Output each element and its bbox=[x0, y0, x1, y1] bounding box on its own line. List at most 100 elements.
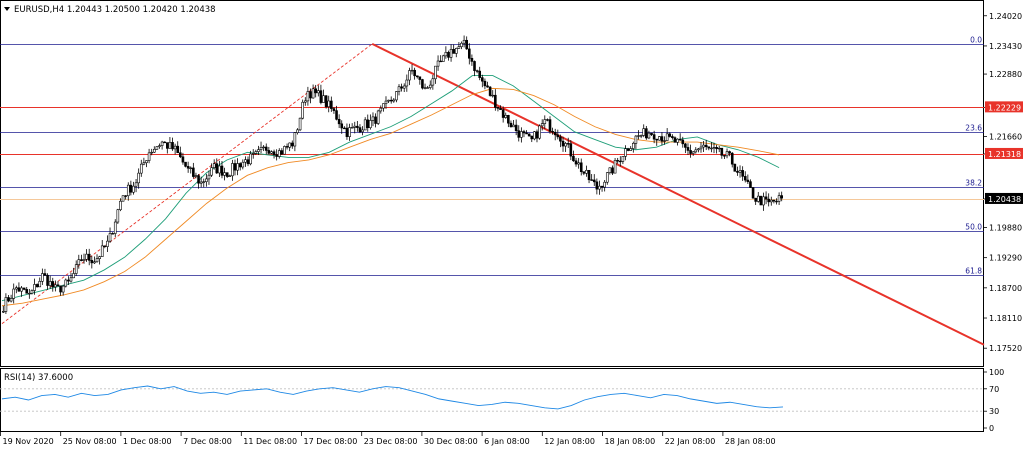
symbol-dropdown-icon[interactable] bbox=[4, 7, 10, 11]
candle-body bbox=[168, 142, 172, 149]
candle-body bbox=[397, 86, 401, 92]
candle-body bbox=[246, 159, 250, 165]
candle-body bbox=[244, 159, 247, 163]
candle-body bbox=[686, 147, 690, 151]
candle-body bbox=[210, 167, 213, 176]
price-tag-bg bbox=[985, 101, 1023, 113]
candle-body bbox=[556, 134, 560, 138]
candle-body bbox=[108, 233, 112, 242]
price-tick-label: 1.18700 bbox=[989, 284, 1022, 293]
candle-body bbox=[481, 77, 484, 82]
candle-body bbox=[764, 196, 768, 200]
candle-body bbox=[298, 117, 302, 131]
candle-body bbox=[652, 134, 656, 140]
candle-body bbox=[2, 311, 5, 313]
moving-averages bbox=[1, 75, 780, 307]
candle-body bbox=[254, 151, 258, 154]
candle-body bbox=[668, 133, 672, 137]
candle-body bbox=[624, 148, 627, 157]
candle-body bbox=[751, 187, 755, 199]
time-tick-label: 22 Jan 08:00 bbox=[665, 437, 716, 446]
candle-body bbox=[12, 288, 16, 299]
candle-body bbox=[309, 91, 312, 99]
candle-body bbox=[257, 149, 260, 152]
candle-body bbox=[194, 175, 198, 177]
candle-body bbox=[251, 153, 255, 155]
candle-body bbox=[566, 143, 570, 145]
candle-body bbox=[124, 195, 127, 197]
candle-body bbox=[93, 261, 96, 264]
candle-body bbox=[241, 161, 245, 168]
candle-body bbox=[121, 195, 125, 202]
candle-body bbox=[590, 179, 593, 181]
fib-and-level-lines: 0.0 23.6 38.2 50.0 61.8 bbox=[0, 36, 984, 276]
rsi-tick-label: 100 bbox=[989, 368, 1004, 377]
candle-body bbox=[147, 152, 151, 161]
candle-body bbox=[449, 49, 453, 58]
candle-body bbox=[535, 131, 539, 139]
candle-body bbox=[72, 273, 75, 279]
candle-body bbox=[361, 129, 364, 133]
candle-body bbox=[137, 172, 140, 184]
candle-body bbox=[681, 139, 685, 145]
candle-body bbox=[538, 125, 541, 139]
candle-body bbox=[46, 274, 49, 286]
candle-body bbox=[658, 136, 661, 141]
candle-body bbox=[780, 195, 783, 199]
candle-body bbox=[186, 166, 190, 169]
candle-body bbox=[134, 182, 138, 187]
candle-body bbox=[67, 279, 70, 282]
price-tick-label: 1.19290 bbox=[989, 254, 1022, 263]
candle-body bbox=[155, 146, 159, 150]
candle-body bbox=[158, 145, 161, 147]
candle-body bbox=[592, 179, 596, 183]
candlestick-series bbox=[2, 35, 783, 315]
candle-body bbox=[59, 285, 62, 293]
price-tick-label: 1.24020 bbox=[989, 12, 1022, 21]
price-tick-label: 1.18110 bbox=[989, 314, 1022, 323]
price-tick-label: 1.19880 bbox=[989, 223, 1022, 232]
candle-body bbox=[608, 167, 612, 173]
candle-body bbox=[238, 163, 242, 168]
candle-body bbox=[598, 185, 601, 190]
candle-body bbox=[723, 155, 726, 157]
candle-body bbox=[736, 171, 739, 173]
candle-body bbox=[426, 87, 429, 89]
candle-body bbox=[327, 100, 331, 108]
candle-body bbox=[87, 253, 91, 261]
candle-body bbox=[585, 169, 588, 174]
candle-body bbox=[618, 160, 622, 163]
candle-body bbox=[717, 147, 721, 150]
candle-body bbox=[311, 88, 315, 99]
candle-body bbox=[517, 130, 521, 138]
candle-body bbox=[434, 65, 437, 80]
candle-body bbox=[369, 120, 372, 128]
candle-body bbox=[322, 95, 325, 103]
candle-body bbox=[413, 69, 416, 77]
candle-body bbox=[376, 110, 380, 124]
candle-body bbox=[343, 127, 346, 130]
candle-body bbox=[267, 150, 271, 154]
candle-body bbox=[17, 287, 21, 292]
candle-body bbox=[20, 287, 23, 292]
candle-body bbox=[306, 91, 310, 102]
candle-body bbox=[673, 137, 677, 143]
candle-body bbox=[582, 171, 586, 174]
candle-body bbox=[660, 136, 664, 142]
candle-body bbox=[85, 253, 88, 260]
candle-body bbox=[684, 143, 687, 148]
time-tick-label: 11 Dec 08:00 bbox=[243, 437, 297, 446]
candle-body bbox=[595, 181, 599, 190]
candle-body bbox=[553, 131, 557, 136]
candle-body bbox=[215, 163, 219, 174]
candle-body bbox=[587, 169, 591, 181]
candle-body bbox=[356, 125, 359, 128]
candle-body bbox=[467, 48, 471, 59]
candle-body bbox=[163, 141, 167, 144]
candle-body bbox=[439, 60, 442, 63]
candle-body bbox=[488, 86, 492, 96]
candle-body bbox=[634, 135, 638, 144]
candle-body bbox=[775, 200, 778, 203]
candle-body bbox=[678, 138, 682, 141]
